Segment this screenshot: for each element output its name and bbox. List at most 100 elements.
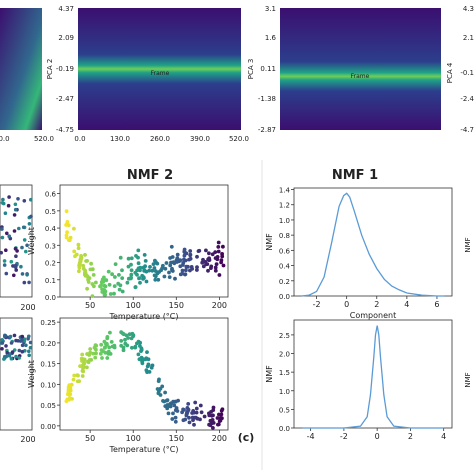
nmf2-top-point bbox=[106, 269, 111, 274]
nmf2-top-point bbox=[129, 268, 134, 273]
nmf2-bottom-point bbox=[186, 402, 191, 406]
nmf2-bottom-point bbox=[147, 370, 152, 374]
nmf2-bottom-point bbox=[91, 351, 96, 356]
nmf2-top-point bbox=[81, 266, 86, 271]
nmf1-bottom-ytick-label-0: 0.0 bbox=[279, 425, 290, 433]
nmf2-bottom-point bbox=[85, 352, 89, 356]
nmf2-top-point bbox=[140, 273, 145, 278]
left-scatter-point bbox=[4, 248, 8, 252]
nmf2-top-point bbox=[221, 263, 226, 268]
left-scatter-point bbox=[20, 334, 25, 339]
left-scatter-point bbox=[13, 246, 18, 251]
nmf2-top-point bbox=[178, 264, 183, 269]
nmf2-top-point bbox=[221, 244, 225, 249]
pca4-ylabel: PCA 4 bbox=[446, 62, 454, 83]
nmf2-bottom-point bbox=[136, 352, 141, 357]
left-scatter-point bbox=[19, 264, 23, 269]
nmf2-top-point bbox=[112, 284, 117, 288]
nmf1-bottom-ytick-label-1: 0.5 bbox=[279, 406, 290, 414]
nmf2-top-point bbox=[77, 269, 81, 274]
pca2-xtick-4: 520.0 bbox=[229, 135, 249, 143]
nmf2-bottom-point bbox=[78, 364, 82, 368]
left-scatter-point bbox=[20, 245, 24, 250]
left-scatter-point bbox=[27, 280, 31, 285]
nmf1-bottom-xtick-label-2: 0 bbox=[375, 432, 380, 441]
left-scatter-point bbox=[29, 197, 33, 202]
nmf2-top-point bbox=[134, 254, 138, 258]
nmf2-bottom-point bbox=[94, 343, 99, 348]
nmf2-bottom-point bbox=[119, 339, 124, 343]
nmf1-bottom-ytick-label-5: 2.5 bbox=[279, 332, 290, 340]
nmf2-top-point bbox=[85, 286, 89, 291]
pca2-heatmap-image bbox=[78, 8, 241, 130]
nmf2-bottom-point bbox=[187, 415, 191, 420]
nmf2-bottom-point bbox=[80, 374, 85, 378]
nmf2-bottom-point bbox=[195, 416, 200, 421]
left-scatter-point bbox=[5, 231, 9, 236]
nmf2-top-point bbox=[182, 247, 187, 252]
nmf2-bottom-point bbox=[77, 379, 81, 384]
left-scatter-point bbox=[22, 238, 27, 242]
nmf2-bottom-point bbox=[163, 390, 168, 395]
nmf2-bottom-frame bbox=[59, 317, 229, 431]
left-scatter-point bbox=[0, 341, 5, 345]
nmf1-bottom-line: -4 -2 0 2 4 0.0 0.5 1.0 1.5 2.0 2.5 NMF bbox=[265, 319, 453, 441]
nmf2-top-point bbox=[204, 248, 208, 253]
left-scatter-top-points bbox=[0, 195, 33, 285]
nmf2-top-ytick-label-4: 0.4 bbox=[45, 225, 57, 233]
nmf2-top-frame bbox=[59, 184, 229, 298]
nmf2-top-point bbox=[64, 209, 69, 214]
nmf2-bottom-point bbox=[173, 415, 178, 420]
nmf1-top-ytick-label-2: 0.4 bbox=[279, 263, 291, 271]
pca2-xtick-0: 0.0 bbox=[74, 135, 85, 143]
nmf2-bottom-point bbox=[191, 418, 195, 422]
left-scatter-point bbox=[10, 350, 15, 354]
nmf2-bottom-point bbox=[190, 411, 195, 415]
nmf2-bottom-point bbox=[173, 408, 178, 413]
nmf2-top-point bbox=[148, 265, 152, 269]
nmf2-bottom-point bbox=[80, 352, 85, 357]
nmf2-bottom-point bbox=[218, 416, 223, 420]
nmf2-top-point bbox=[213, 265, 218, 270]
nmf1-bottom-ytick-label-3: 1.5 bbox=[279, 369, 290, 377]
left-scatter-point bbox=[20, 272, 25, 276]
nmf2-top-point bbox=[175, 252, 180, 257]
nmf2-top-point bbox=[117, 273, 121, 277]
nmf2-bottom-point bbox=[133, 344, 138, 349]
nmf2-bottom-point bbox=[220, 407, 225, 412]
left-scatter-point bbox=[2, 357, 6, 361]
nmf2-top-point bbox=[143, 259, 148, 263]
left-scatter-point bbox=[24, 343, 28, 348]
nmf2-top-point bbox=[107, 282, 112, 287]
pca3-ytick-3: -1.38 bbox=[258, 95, 276, 103]
nmf2-top-ytick-label-3: 0.3 bbox=[45, 242, 56, 250]
left-scatter-point bbox=[13, 263, 18, 268]
nmf2-top-point bbox=[178, 258, 183, 263]
nmf2-bottom-point bbox=[198, 403, 203, 408]
nmf2-bottom-point bbox=[94, 347, 98, 352]
nmf2-bottom-point bbox=[103, 350, 108, 355]
nmf1-top-xtick-label-4: 6 bbox=[434, 300, 439, 309]
nmf2-bottom-point bbox=[141, 357, 146, 362]
left-scatter-point bbox=[20, 338, 24, 342]
nmf2-bottom-point bbox=[71, 377, 76, 382]
pca1-xtick-1: 520.0 bbox=[34, 135, 54, 143]
nmf2-top-point bbox=[219, 260, 224, 265]
nmf2-top-point bbox=[90, 267, 95, 272]
nmf2-top-point bbox=[213, 250, 218, 255]
left-scatter-point bbox=[12, 273, 16, 278]
nmf2-bottom-point bbox=[150, 363, 155, 368]
nmf2-bottom-point bbox=[121, 348, 126, 353]
nmf2-top-point bbox=[102, 275, 106, 280]
nmf2-bottom-point bbox=[173, 399, 178, 404]
nmf2-bottom-point bbox=[192, 422, 196, 427]
nmf2-top-xtick-label-1: 100 bbox=[126, 301, 141, 310]
nmf2-bottom-point bbox=[193, 400, 198, 405]
nmf2-bottom-point bbox=[194, 410, 199, 415]
nmf2-bottom-point bbox=[121, 345, 126, 350]
nmf2-bottom-point bbox=[130, 331, 135, 336]
nmf2-bottom-point bbox=[140, 361, 145, 366]
left-scatter-point bbox=[13, 202, 18, 207]
nmf2-top-point bbox=[110, 272, 114, 277]
